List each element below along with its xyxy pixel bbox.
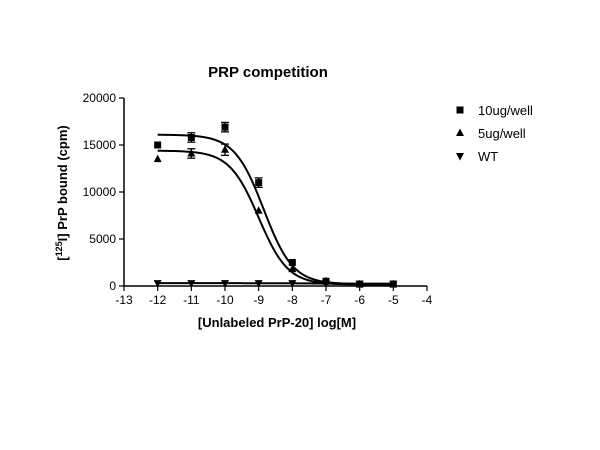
data-points	[153, 121, 398, 289]
data-point-series-1	[288, 264, 297, 273]
data-point-series-1	[153, 154, 162, 163]
x-tick-label: -5	[388, 293, 399, 307]
data-point-series-2	[322, 280, 330, 288]
data-point-series-2	[288, 280, 297, 288]
data-point-series-1	[254, 206, 263, 214]
data-point-series-0	[187, 133, 195, 141]
data-point-series-2	[389, 280, 398, 289]
y-axis-label-suffix: I] PrP bound (cpm)	[55, 125, 70, 241]
x-tick-label: -6	[354, 293, 365, 307]
data-point-series-1	[221, 145, 229, 153]
legend-label-series-0: 10ug/well	[478, 103, 533, 118]
x-tick-label: -12	[149, 293, 167, 307]
y-axis-label: [125I] PrP bound (cpm)	[54, 125, 70, 260]
x-axis-label: [Unlabeled PrP-20] log[M]	[198, 315, 356, 330]
data-point-series-0	[255, 179, 263, 187]
x-tick-label: -13	[115, 293, 133, 307]
y-tick-label: 15000	[83, 138, 117, 152]
y-tick-label: 0	[109, 279, 116, 293]
chart-title: PRP competition	[208, 64, 328, 81]
y-tick-label: 5000	[89, 232, 116, 246]
data-point-series-2	[153, 280, 162, 288]
legend: 10ug/well 5ug/well WT	[456, 103, 533, 164]
y-axis-label-superscript: 125	[54, 241, 64, 256]
legend-label-series-2: WT	[478, 149, 498, 164]
legend-marker-series-2	[456, 153, 464, 161]
y-axis-label-prefix: [	[55, 256, 70, 261]
data-point-series-1	[187, 148, 196, 157]
x-tick-label: -7	[321, 293, 332, 307]
data-point-series-0	[221, 123, 229, 131]
x-tick-label: -11	[183, 293, 200, 307]
fit-curve-series-0	[157, 133, 394, 286]
x-tick-label: -9	[253, 293, 264, 307]
data-point-series-2	[221, 280, 229, 288]
legend-label-series-1: 5ug/well	[478, 126, 526, 141]
fit-curve-series-1	[157, 149, 394, 286]
legend-marker-series-0	[456, 106, 464, 114]
data-point-series-2	[254, 280, 263, 288]
x-tick-label: -8	[287, 293, 298, 307]
data-point-series-0	[288, 259, 296, 266]
fit-curves	[157, 133, 394, 286]
legend-marker-series-1	[456, 128, 464, 136]
x-tick-label: -4	[422, 293, 433, 307]
data-point-series-2	[355, 280, 364, 289]
x-tick-label: -10	[216, 293, 234, 307]
y-tick-label: 10000	[83, 185, 117, 199]
axes: -13 -12 -11 -10 -9 -8 -7 -6 -5 -4 0 5000 10000 15000 2…	[83, 91, 433, 307]
y-tick-label: 20000	[83, 91, 117, 105]
data-point-series-2	[187, 280, 196, 288]
data-point-series-0	[154, 141, 162, 149]
